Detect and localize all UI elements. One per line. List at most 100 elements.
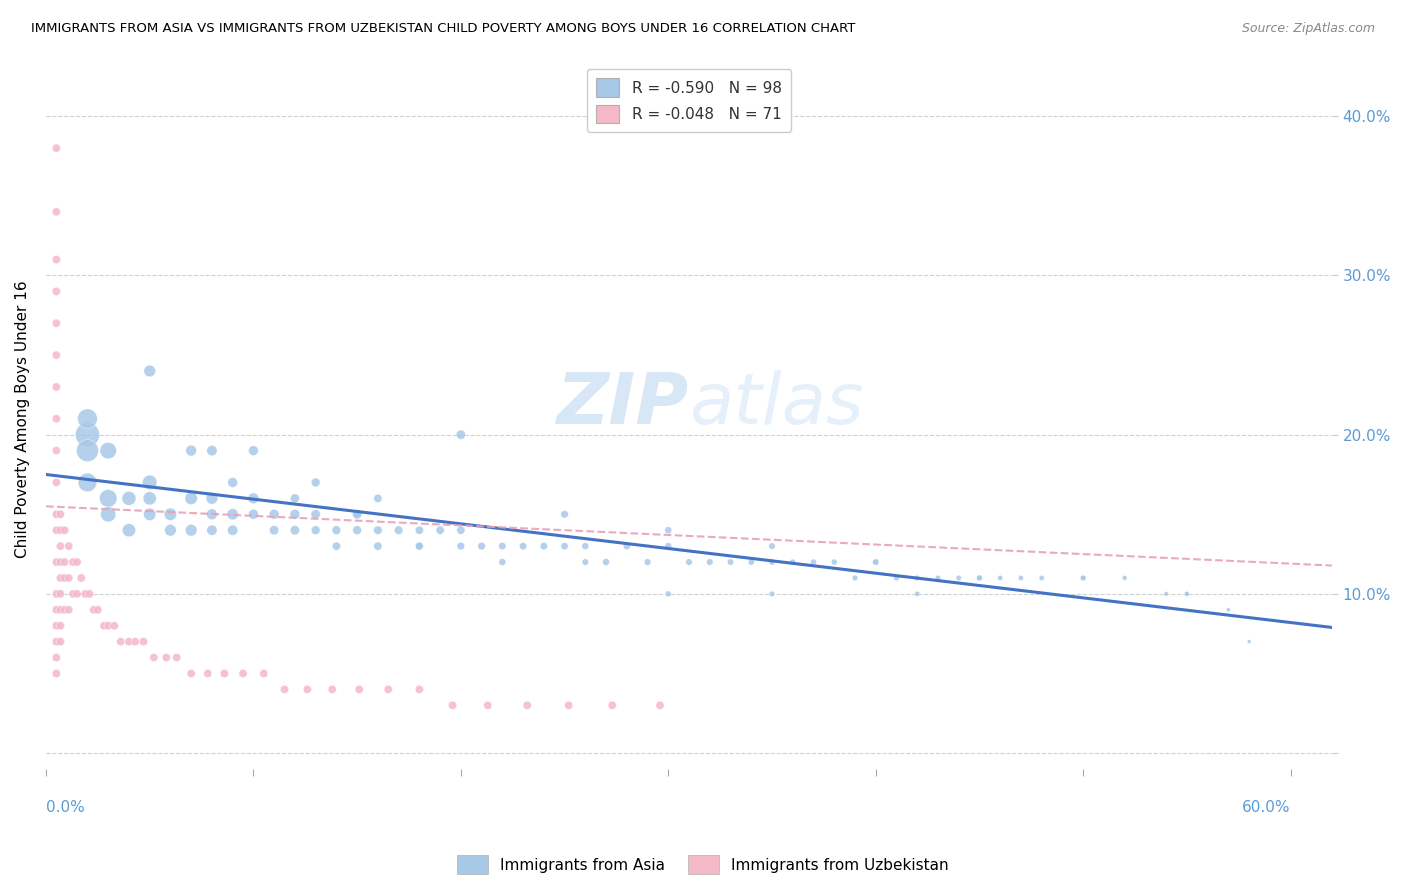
Point — [905, 571, 928, 585]
Point — [273, 682, 295, 697]
Point — [557, 698, 579, 713]
Point — [201, 523, 224, 537]
Point — [574, 555, 596, 569]
Point — [367, 491, 389, 506]
Point — [45, 555, 67, 569]
Point — [45, 508, 67, 522]
Point — [699, 555, 721, 569]
Point — [574, 539, 596, 553]
Point — [214, 666, 236, 681]
Point — [347, 682, 370, 697]
Point — [45, 523, 67, 537]
Point — [70, 571, 93, 585]
Point — [1218, 603, 1240, 617]
Point — [62, 587, 84, 601]
Point — [53, 571, 76, 585]
Point — [103, 618, 125, 632]
Point — [761, 587, 783, 601]
Point — [408, 523, 430, 537]
Point — [97, 508, 120, 522]
Point — [97, 491, 120, 506]
Point — [124, 634, 146, 648]
Point — [75, 587, 97, 601]
Point — [166, 650, 188, 665]
Point — [97, 618, 120, 632]
Point — [76, 411, 98, 425]
Point — [45, 475, 67, 490]
Point — [180, 443, 202, 458]
Point — [304, 475, 326, 490]
Point — [284, 508, 307, 522]
Point — [969, 571, 991, 585]
Point — [408, 682, 430, 697]
Point — [45, 252, 67, 267]
Point — [844, 571, 866, 585]
Point — [118, 634, 141, 648]
Point — [232, 666, 254, 681]
Point — [45, 316, 67, 330]
Point — [49, 587, 72, 601]
Point — [159, 508, 181, 522]
Point — [346, 508, 368, 522]
Point — [58, 539, 80, 553]
Point — [346, 523, 368, 537]
Point — [159, 523, 181, 537]
Point — [221, 523, 243, 537]
Point — [45, 411, 67, 425]
Point — [49, 555, 72, 569]
Point — [1010, 571, 1032, 585]
Point — [242, 508, 264, 522]
Point — [471, 539, 494, 553]
Point — [969, 571, 991, 585]
Point — [221, 508, 243, 522]
Text: ZIP: ZIP — [557, 370, 689, 439]
Text: 60.0%: 60.0% — [1241, 799, 1291, 814]
Point — [761, 539, 783, 553]
Point — [1175, 587, 1198, 601]
Legend: R = -0.590   N = 98, R = -0.048   N = 71: R = -0.590 N = 98, R = -0.048 N = 71 — [588, 70, 790, 132]
Point — [657, 539, 679, 553]
Point — [678, 555, 700, 569]
Point — [242, 491, 264, 506]
Point — [554, 539, 576, 553]
Point — [1071, 571, 1094, 585]
Text: IMMIGRANTS FROM ASIA VS IMMIGRANTS FROM UZBEKISTAN CHILD POVERTY AMONG BOYS UNDE: IMMIGRANTS FROM ASIA VS IMMIGRANTS FROM … — [31, 22, 855, 36]
Point — [865, 555, 887, 569]
Legend: Immigrants from Asia, Immigrants from Uzbekistan: Immigrants from Asia, Immigrants from Uz… — [451, 849, 955, 880]
Point — [138, 508, 160, 522]
Point — [45, 141, 67, 155]
Point — [221, 475, 243, 490]
Point — [79, 587, 101, 601]
Point — [441, 698, 464, 713]
Point — [554, 508, 576, 522]
Point — [1114, 571, 1136, 585]
Point — [367, 539, 389, 553]
Point — [66, 555, 89, 569]
Point — [284, 523, 307, 537]
Point — [297, 682, 319, 697]
Point — [600, 698, 623, 713]
Point — [49, 508, 72, 522]
Point — [110, 634, 132, 648]
Point — [648, 698, 671, 713]
Point — [616, 539, 638, 553]
Point — [180, 491, 202, 506]
Point — [263, 523, 285, 537]
Point — [118, 523, 141, 537]
Point — [450, 427, 472, 442]
Point — [657, 587, 679, 601]
Point — [45, 348, 67, 362]
Point — [253, 666, 276, 681]
Point — [53, 603, 76, 617]
Point — [321, 682, 343, 697]
Point — [53, 555, 76, 569]
Point — [45, 618, 67, 632]
Point — [142, 650, 165, 665]
Text: 0.0%: 0.0% — [46, 799, 84, 814]
Point — [45, 634, 67, 648]
Point — [429, 523, 451, 537]
Point — [76, 475, 98, 490]
Point — [132, 634, 155, 648]
Point — [45, 204, 67, 219]
Point — [97, 443, 120, 458]
